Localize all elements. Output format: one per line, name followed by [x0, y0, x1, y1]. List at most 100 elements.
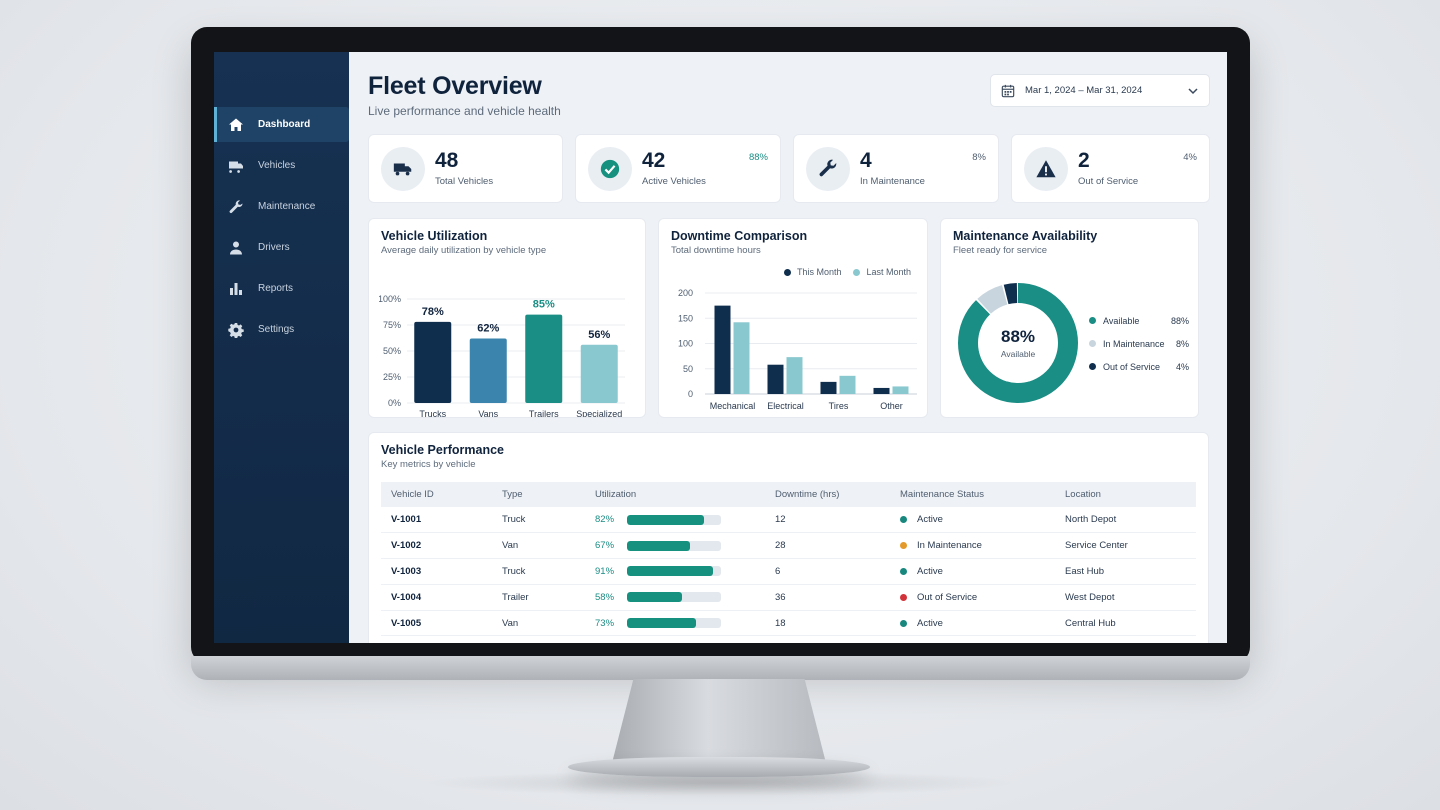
- legend-swatch: [1089, 363, 1096, 370]
- legend-value: 4%: [1175, 361, 1189, 372]
- column-header[interactable]: Type: [502, 489, 523, 500]
- kpi-icon-wrap: [381, 146, 425, 191]
- cell-location: Service Center: [1055, 532, 1196, 560]
- column-header[interactable]: Maintenance Status: [900, 489, 984, 500]
- kpi-card-out-of-service[interactable]: 2 Out of Service 4%: [1011, 134, 1210, 203]
- kpi-icon-wrap: [806, 146, 850, 191]
- bar-this-month[interactable]: [714, 305, 731, 394]
- kpi-label: In Maintenance: [860, 176, 925, 187]
- monitor-stand-base: [568, 757, 870, 777]
- kpi-value: 4: [860, 149, 872, 172]
- availability-card: Maintenance Availability Fleet ready for…: [940, 218, 1199, 418]
- date-range-picker[interactable]: Mar 1, 2024 – Mar 31, 2024: [990, 74, 1210, 107]
- kpi-card-in-maintenance[interactable]: 4 In Maintenance 8%: [793, 134, 999, 203]
- utilization-percent: 58%: [595, 591, 615, 603]
- utilization-bar: [627, 514, 721, 525]
- cell-vehicle-id: V-1005: [381, 610, 492, 637]
- sidebar-item-drivers[interactable]: Drivers: [214, 230, 349, 265]
- bar-this-month[interactable]: [873, 387, 890, 394]
- bar-last-month[interactable]: [892, 386, 909, 394]
- kpi-label: Active Vehicles: [642, 176, 706, 187]
- bar[interactable]: [469, 338, 507, 403]
- legend-label: Out of Service: [1103, 361, 1161, 372]
- sidebar-item-label: Settings: [258, 324, 295, 335]
- bar[interactable]: [525, 314, 563, 403]
- bar-last-month[interactable]: [786, 357, 803, 394]
- bar-last-month[interactable]: [733, 322, 750, 394]
- cell-downtime: 12: [765, 507, 890, 534]
- kpi-card-active-vehicles[interactable]: 42 Active Vehicles 88%: [575, 134, 781, 203]
- legend-label: This Month: [796, 267, 842, 277]
- column-header[interactable]: Location: [1065, 489, 1101, 500]
- cell-downtime: 18: [765, 610, 890, 637]
- sidebar-item-maintenance[interactable]: Maintenance: [214, 189, 349, 224]
- cell-vehicle-id: V-1004: [381, 584, 492, 611]
- table-row[interactable]: V-1002 Van 67% 28 In Maintenance Service Cent…: [381, 532, 1196, 560]
- y-tick-label: 25%: [383, 372, 401, 382]
- cell-utilization: 82%: [585, 507, 765, 534]
- utilization-wrap: 67%: [595, 540, 765, 551]
- bar-data-label: 62%: [477, 323, 499, 335]
- kpi-label: Out of Service: [1078, 176, 1139, 187]
- column-header[interactable]: Utilization: [595, 489, 637, 500]
- kpi-percent: 4%: [1183, 152, 1197, 163]
- vehicle-performance-card: Vehicle Performance Key metrics by vehic…: [368, 432, 1209, 643]
- column-header[interactable]: Vehicle ID: [391, 489, 434, 500]
- cell-type: Van: [492, 610, 585, 637]
- legend-item: Available 88%: [1089, 309, 1189, 332]
- table-row[interactable]: V-1001 Truck 82% 12 Active North Depot: [381, 507, 1196, 534]
- bar-last-month[interactable]: [839, 375, 856, 394]
- card-title: Downtime Comparison: [671, 229, 808, 243]
- cell-location: East Hub: [1055, 558, 1196, 585]
- bar[interactable]: [580, 344, 618, 403]
- utilization-card: Vehicle Utilization Average daily utiliz…: [368, 218, 646, 418]
- utilization-chart: 0% 25% 50% 75% 100% 78% Trucks 62% Vans 85% Traile…: [379, 294, 625, 417]
- sidebar-item-label: Dashboard: [258, 119, 311, 130]
- legend-item: In Maintenance 8%: [1089, 332, 1189, 355]
- cell-status: In Maintenance: [890, 532, 1055, 560]
- legend-swatch: [783, 268, 791, 276]
- bar-this-month[interactable]: [767, 364, 784, 394]
- bar[interactable]: [414, 321, 452, 403]
- y-tick-label: 100: [678, 339, 693, 349]
- sidebar-item-vehicles[interactable]: Vehicles: [214, 148, 349, 183]
- warning-icon: [1036, 159, 1056, 177]
- legend-swatch: [1089, 340, 1096, 347]
- sidebar-item-reports[interactable]: Reports: [214, 271, 349, 306]
- donut-center-value: 88%: [1000, 327, 1036, 346]
- table-row[interactable]: V-1005 Van 73% 18 Active Central Hub: [381, 610, 1196, 637]
- utilization-bar-fill: [627, 566, 713, 577]
- status-text: Active: [917, 565, 943, 577]
- donut-slice-available[interactable]: [958, 283, 1078, 403]
- x-tick-label: Other: [880, 401, 903, 411]
- kpi-percent: 88%: [748, 152, 768, 163]
- sidebar-item-dashboard[interactable]: Dashboard: [214, 107, 349, 142]
- cell-status: Active: [890, 558, 1055, 585]
- cell-type: Trailer: [492, 584, 585, 611]
- nav-icon-wrap: [228, 322, 244, 338]
- bar-this-month[interactable]: [820, 381, 837, 394]
- kpi-icon-wrap: [1024, 146, 1068, 191]
- x-tick-label: Trucks: [419, 409, 446, 417]
- x-tick-label: Electrical: [767, 401, 804, 411]
- sidebar-item-label: Maintenance: [258, 201, 316, 212]
- x-tick-label: Vans: [478, 409, 498, 417]
- utilization-bar: [627, 592, 721, 603]
- sidebar: Dashboard Vehicles Maintenance Drivers Repor…: [214, 52, 349, 643]
- vehicle-table: Vehicle ID Type Utilization Downtime (hr…: [381, 482, 1196, 637]
- sidebar-item-settings[interactable]: Settings: [214, 312, 349, 347]
- legend-label: Last Month: [866, 267, 911, 277]
- date-range-text: Mar 1, 2024 – Mar 31, 2024: [1025, 85, 1143, 96]
- table-row[interactable]: V-1003 Truck 91% 6 Active East Hub: [381, 558, 1196, 585]
- table-row[interactable]: V-1004 Trailer 58% 36 Out of Service West Dep…: [381, 584, 1196, 611]
- check-circle-icon: [600, 159, 620, 178]
- column-header[interactable]: Downtime (hrs): [775, 489, 840, 500]
- wrench-icon: [819, 159, 837, 176]
- y-tick-label: 200: [678, 288, 693, 298]
- kpi-icon-wrap: [588, 146, 632, 191]
- charts-row: Vehicle Utilization Average daily utiliz…: [368, 218, 1210, 418]
- cell-vehicle-id: V-1002: [381, 532, 492, 560]
- kpi-card-total-vehicles[interactable]: 48 Total Vehicles: [368, 134, 563, 203]
- utilization-bar: [627, 618, 721, 629]
- card-title: Vehicle Performance: [381, 443, 504, 457]
